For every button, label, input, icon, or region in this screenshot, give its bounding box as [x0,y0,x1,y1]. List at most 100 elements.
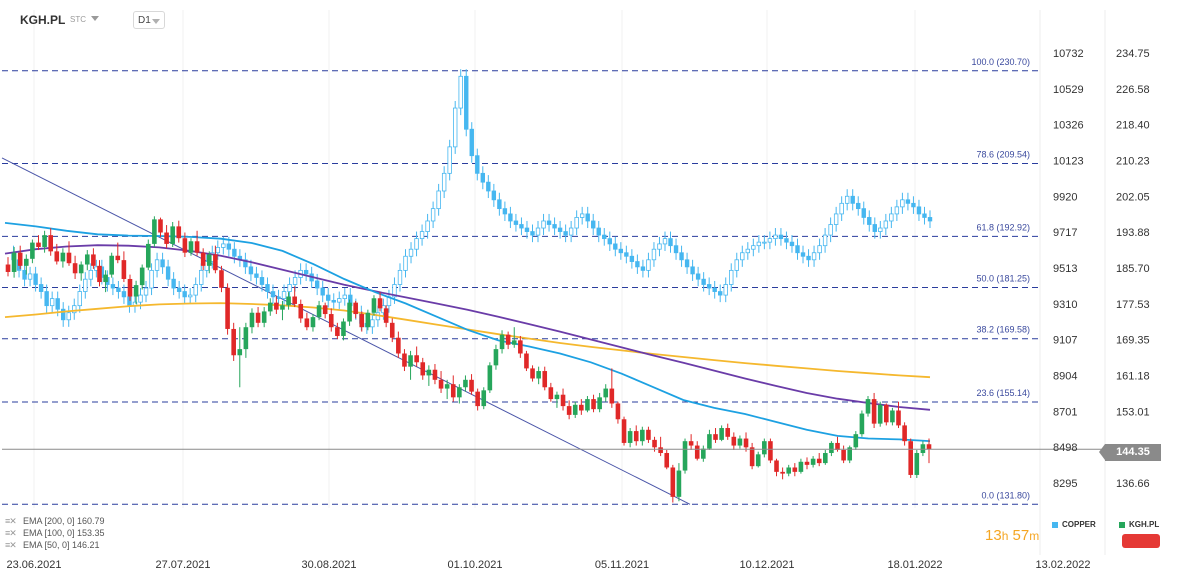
ema100-line [4,244,931,411]
candle-body [371,298,377,313]
candle-body [877,404,883,424]
copper-candle [734,259,739,271]
candle-body [566,406,572,415]
candle-body [145,243,151,268]
x-tick-label: 05.11.2021 [595,559,649,571]
copper-candle [331,299,336,303]
candle-body [365,312,371,328]
y-right-tick: 185.70 [1116,263,1150,275]
copper-candle [927,217,933,222]
legend-ema100-label: EMA [100, 0] 153.35 [23,528,105,538]
candle-body [621,419,627,443]
y-left-tick: 10326 [1053,120,1084,132]
y-right-tick: 153.01 [1116,406,1150,418]
copper-candle [546,220,552,225]
copper-candle [414,238,419,250]
candle-body [859,413,865,435]
copper-candle [535,227,541,236]
copper-candle [441,172,447,192]
ema-lines [4,222,931,442]
copper-candle [828,224,833,236]
candle-body [737,438,743,446]
y-right-tick: 234.75 [1116,48,1150,60]
copper-candle [916,206,922,215]
copper-candle [629,255,635,262]
candle-body [444,384,450,389]
candle-body [158,219,163,233]
copper-candle [596,227,601,236]
y-left-tick: 8295 [1053,478,1077,490]
copper-candle [72,305,77,314]
sell-button[interactable] [1122,534,1160,548]
candle-body [902,425,907,442]
fib-label: 61.8 (192.92) [976,222,1030,232]
copper-candle [502,208,508,215]
copper-candle [143,287,149,296]
source-dropdown-icon[interactable] [91,16,99,21]
copper-candle [557,227,563,232]
candle-body [280,305,285,310]
copper-candle [27,273,33,280]
copper-candle [822,234,828,247]
y-left-tick: 10732 [1053,48,1084,60]
copper-overlay-candles [11,69,933,334]
source-label[interactable]: STC [70,15,86,24]
copper-candle [110,284,116,289]
candle-body [225,287,230,329]
candle-body [865,399,871,414]
copper-candle [756,241,762,247]
y-left-tick: 9107 [1053,335,1077,347]
timeframe-select[interactable]: D1 [133,11,165,29]
y-left-tick: 9717 [1053,227,1077,239]
copper-candle [292,277,298,285]
copper-candle [436,190,441,210]
kgh-tag[interactable]: KGH.PL [1119,520,1159,529]
copper-candle [905,199,911,204]
symbol-label[interactable]: KGH.PL [20,13,66,27]
y-axis-price: 234.75 226.58 218.40 210.23 202.05 193.88 185.… [1116,48,1150,490]
copper-candle [789,241,795,247]
y-right-tick: 218.40 [1116,120,1150,132]
settings-close-icon[interactable]: ≡✕ [5,516,17,526]
legend-ema100[interactable]: ≡✕ EMA [100, 0] 153.35 [5,527,105,539]
copper-candle [226,243,232,250]
copper-candle [646,259,651,271]
copper-candle [524,227,530,232]
chevron-down-icon [152,19,160,24]
chart-header: KGH.PL STC D1 [0,0,200,30]
copper-candle [176,287,182,292]
candle-body [725,428,731,437]
copper-candle [464,75,469,130]
candle-body [78,264,84,274]
candle-body [755,454,761,467]
candle-body [109,255,114,275]
copper-candle [248,266,254,275]
candle-body [646,429,651,440]
copper-candle [149,269,154,289]
copper-candle [259,277,265,285]
copper-candle [430,208,436,222]
settings-close-icon[interactable]: ≡✕ [5,540,17,550]
timeframe-value: D1 [138,15,151,26]
candle-body [237,349,243,356]
candle-body [170,226,175,244]
copper-candle [513,220,519,225]
copper-tag[interactable]: COPPER [1052,520,1096,529]
candle-body [475,391,480,407]
copper-candle [563,231,568,236]
legend-ema200[interactable]: ≡✕ EMA [200, 0] 160.79 [5,515,105,527]
copper-candle [160,259,165,268]
settings-close-icon[interactable]: ≡✕ [5,528,17,538]
copper-candle [270,291,276,298]
candle-body [72,263,78,274]
legend-ema50[interactable]: ≡✕ EMA [50, 0] 146.21 [5,539,105,551]
y-right-tick: 193.88 [1116,227,1150,239]
copper-candle [215,247,220,254]
candle-body [396,337,401,354]
candle-body [896,410,901,426]
copper-candle [679,252,684,261]
copper-candle [452,107,458,148]
copper-color-swatch [1052,521,1058,528]
candle-body [408,355,413,367]
